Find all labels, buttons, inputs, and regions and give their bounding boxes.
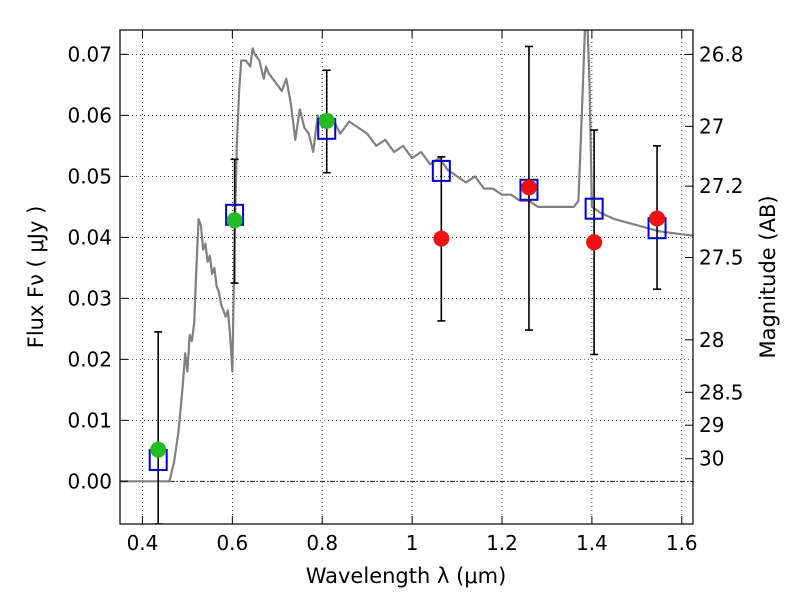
y-tick-label: 0.03 [67, 286, 112, 310]
observed-points-group [150, 112, 666, 458]
y-tick-label: 0.06 [67, 103, 112, 127]
y-tick-label: 0.07 [67, 42, 112, 66]
x-tick-label: 1.2 [486, 531, 518, 555]
model-square [584, 197, 604, 220]
y-tick-label: 0.01 [67, 408, 112, 432]
spectrum-line [120, 30, 693, 483]
red-point [520, 179, 537, 196]
y-tick-label: 0.04 [67, 225, 112, 249]
plot-background [120, 30, 693, 524]
x-axis-label: Wavelength λ (μm) [306, 564, 507, 588]
green-point [318, 112, 335, 129]
y-tick-label: 0.05 [67, 164, 112, 188]
y-tick-label: 0.02 [67, 347, 112, 371]
model-square [431, 159, 451, 182]
right-tick-label: 28 [699, 328, 724, 352]
x-tick-label: 1.4 [576, 531, 608, 555]
green-point [226, 212, 243, 229]
x-tick-label: 0.4 [127, 531, 159, 555]
plot-frame [119, 29, 694, 525]
right-tick-label: 26.8 [699, 42, 744, 66]
right-axis-label: Magnitude (AB) [756, 195, 780, 358]
x-tick-label: 0.6 [216, 531, 248, 555]
y-axis-ticks: 0.00 0.01 0.02 0.03 0.04 0.05 0.06 0.07 [67, 42, 128, 493]
y-tick-label: 0.00 [67, 469, 112, 493]
green-point [150, 441, 167, 458]
x-axis-ticks: 0.4 0.6 0.8 1 1.2 1.4 1.6 [127, 30, 698, 555]
right-tick-label: 27.2 [699, 174, 744, 198]
red-point [586, 234, 603, 251]
right-tick-label: 30 [699, 447, 724, 471]
red-point [649, 210, 666, 227]
right-tick-label: 29 [699, 413, 724, 437]
right-tick-label: 27.5 [699, 245, 744, 269]
right-tick-label: 27 [699, 114, 724, 138]
spectrum-line-group [120, 30, 693, 483]
right-axis-ticks: 26.8 27 27.2 27.5 28 28.5 29 30 [685, 42, 744, 471]
right-tick-label: 28.5 [699, 380, 744, 404]
x-tick-label: 0.8 [306, 531, 338, 555]
red-point [433, 230, 450, 247]
x-tick-label: 1.6 [666, 531, 698, 555]
x-tick-label: 1 [406, 531, 419, 555]
y-axis-label: Flux Fν ( μJy ) [24, 206, 48, 349]
